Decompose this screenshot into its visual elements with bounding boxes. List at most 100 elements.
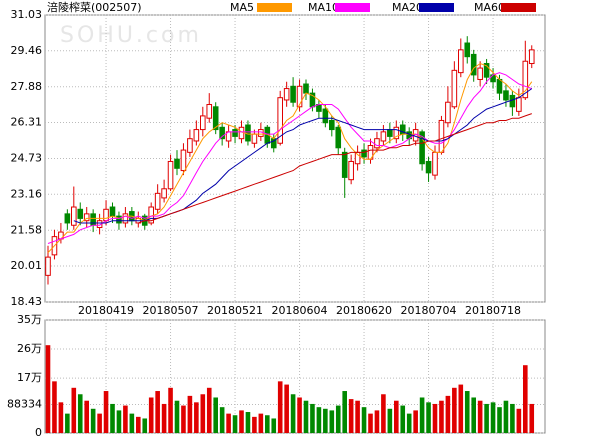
candle-body (303, 83, 309, 94)
candle-body (103, 208, 109, 222)
volume-bar (316, 407, 322, 433)
candle-body (387, 129, 393, 137)
candle-body (464, 42, 471, 58)
legend-swatch (257, 3, 292, 12)
volume-bar (452, 387, 457, 433)
volume-bar (181, 405, 186, 433)
volume-bar (271, 418, 277, 433)
ma-line (47, 72, 532, 244)
candle-body (116, 215, 122, 224)
candle-body (90, 213, 96, 226)
candle-body (167, 160, 174, 190)
volume-bar (65, 413, 70, 433)
volume-bar (84, 400, 89, 433)
candle-body (432, 151, 438, 176)
candle-body (277, 97, 283, 144)
volume-bar (323, 408, 328, 433)
x-tick-label: 20180419 (78, 304, 134, 317)
candle-body (470, 53, 477, 76)
volume-bar (297, 397, 302, 433)
volume-bar (116, 410, 122, 433)
y-tick-label: 21.58 (11, 223, 43, 236)
x-tick-label: 20180718 (465, 304, 521, 317)
candle-body (283, 88, 290, 101)
volume-bar (161, 403, 167, 433)
legend-label: MA20 (392, 1, 423, 14)
ma-line (47, 62, 533, 253)
volume-bar (168, 387, 173, 433)
candle-body (187, 138, 193, 153)
volume-bar (510, 403, 515, 433)
candle-body (122, 213, 129, 224)
volume-bar (310, 403, 315, 433)
candle-body (251, 133, 258, 144)
y-tick-label: 23.16 (11, 187, 43, 200)
y-tick-label: 27.88 (11, 80, 43, 93)
y-tick-label: 20.01 (11, 259, 43, 272)
volume-bar (484, 403, 489, 433)
volume-bar (232, 415, 238, 433)
candle-body (212, 106, 219, 131)
legend-swatch (419, 3, 454, 12)
volume-bar (129, 413, 135, 433)
volume-bar (123, 405, 128, 433)
candle-body (374, 138, 380, 149)
candle-body (161, 188, 167, 199)
legend-swatch (501, 3, 536, 12)
volume-bar (97, 413, 102, 433)
volume-bar (290, 394, 296, 433)
volume-bar (239, 410, 244, 433)
volume-bar (523, 365, 528, 433)
volume-bar (45, 345, 51, 433)
volume-bar (206, 387, 212, 433)
candle-body (503, 90, 509, 101)
y-tick-label: 26.31 (11, 116, 43, 129)
volume-bar (226, 413, 231, 433)
volume-bar (187, 395, 193, 433)
volume-bar (245, 412, 251, 433)
volume-bar (374, 410, 380, 433)
volume-bar (458, 384, 464, 433)
candle-body (335, 126, 342, 149)
volume-bar (432, 403, 438, 433)
candle-body (64, 213, 71, 224)
legend-swatch (335, 3, 370, 12)
x-tick-label: 20180521 (207, 304, 263, 317)
candle-body (329, 119, 335, 131)
volume-bar (258, 413, 264, 433)
volume-bar (394, 400, 399, 433)
candle-body (174, 158, 180, 169)
volume-bar (265, 415, 270, 433)
volume-bar (284, 384, 289, 433)
y-tick-label: 24.73 (11, 152, 43, 165)
candle-body (238, 126, 245, 140)
volume-bar (445, 395, 451, 433)
y-tick-label: 0 (35, 426, 42, 439)
volume-bar (529, 403, 535, 433)
candle-body (193, 129, 200, 142)
y-tick-label: 29.46 (11, 44, 43, 57)
candle-body (109, 206, 116, 217)
volume-bar (477, 400, 483, 433)
candle-body (419, 131, 425, 165)
volume-bar (355, 400, 360, 433)
candle-body (348, 160, 354, 181)
y-tick-label: 18.43 (11, 295, 43, 308)
watermark: SOHU.com (60, 23, 202, 48)
volume-bar (342, 391, 347, 433)
volume-bar (110, 403, 115, 433)
volume-bar (90, 408, 96, 433)
volume-bar (71, 387, 77, 433)
candle-body (245, 124, 251, 142)
volume-bar (497, 407, 502, 433)
candle-body (380, 131, 387, 142)
volume-bar (142, 418, 148, 433)
volume-bar (348, 399, 354, 433)
volume-bar (503, 400, 509, 433)
candle-body (451, 69, 458, 108)
candle-body (290, 85, 296, 103)
volume-bar (213, 397, 218, 433)
y-tick-label: 17万 (17, 371, 42, 384)
x-tick-label: 20180507 (143, 304, 199, 317)
x-tick-label: 20180620 (336, 304, 392, 317)
